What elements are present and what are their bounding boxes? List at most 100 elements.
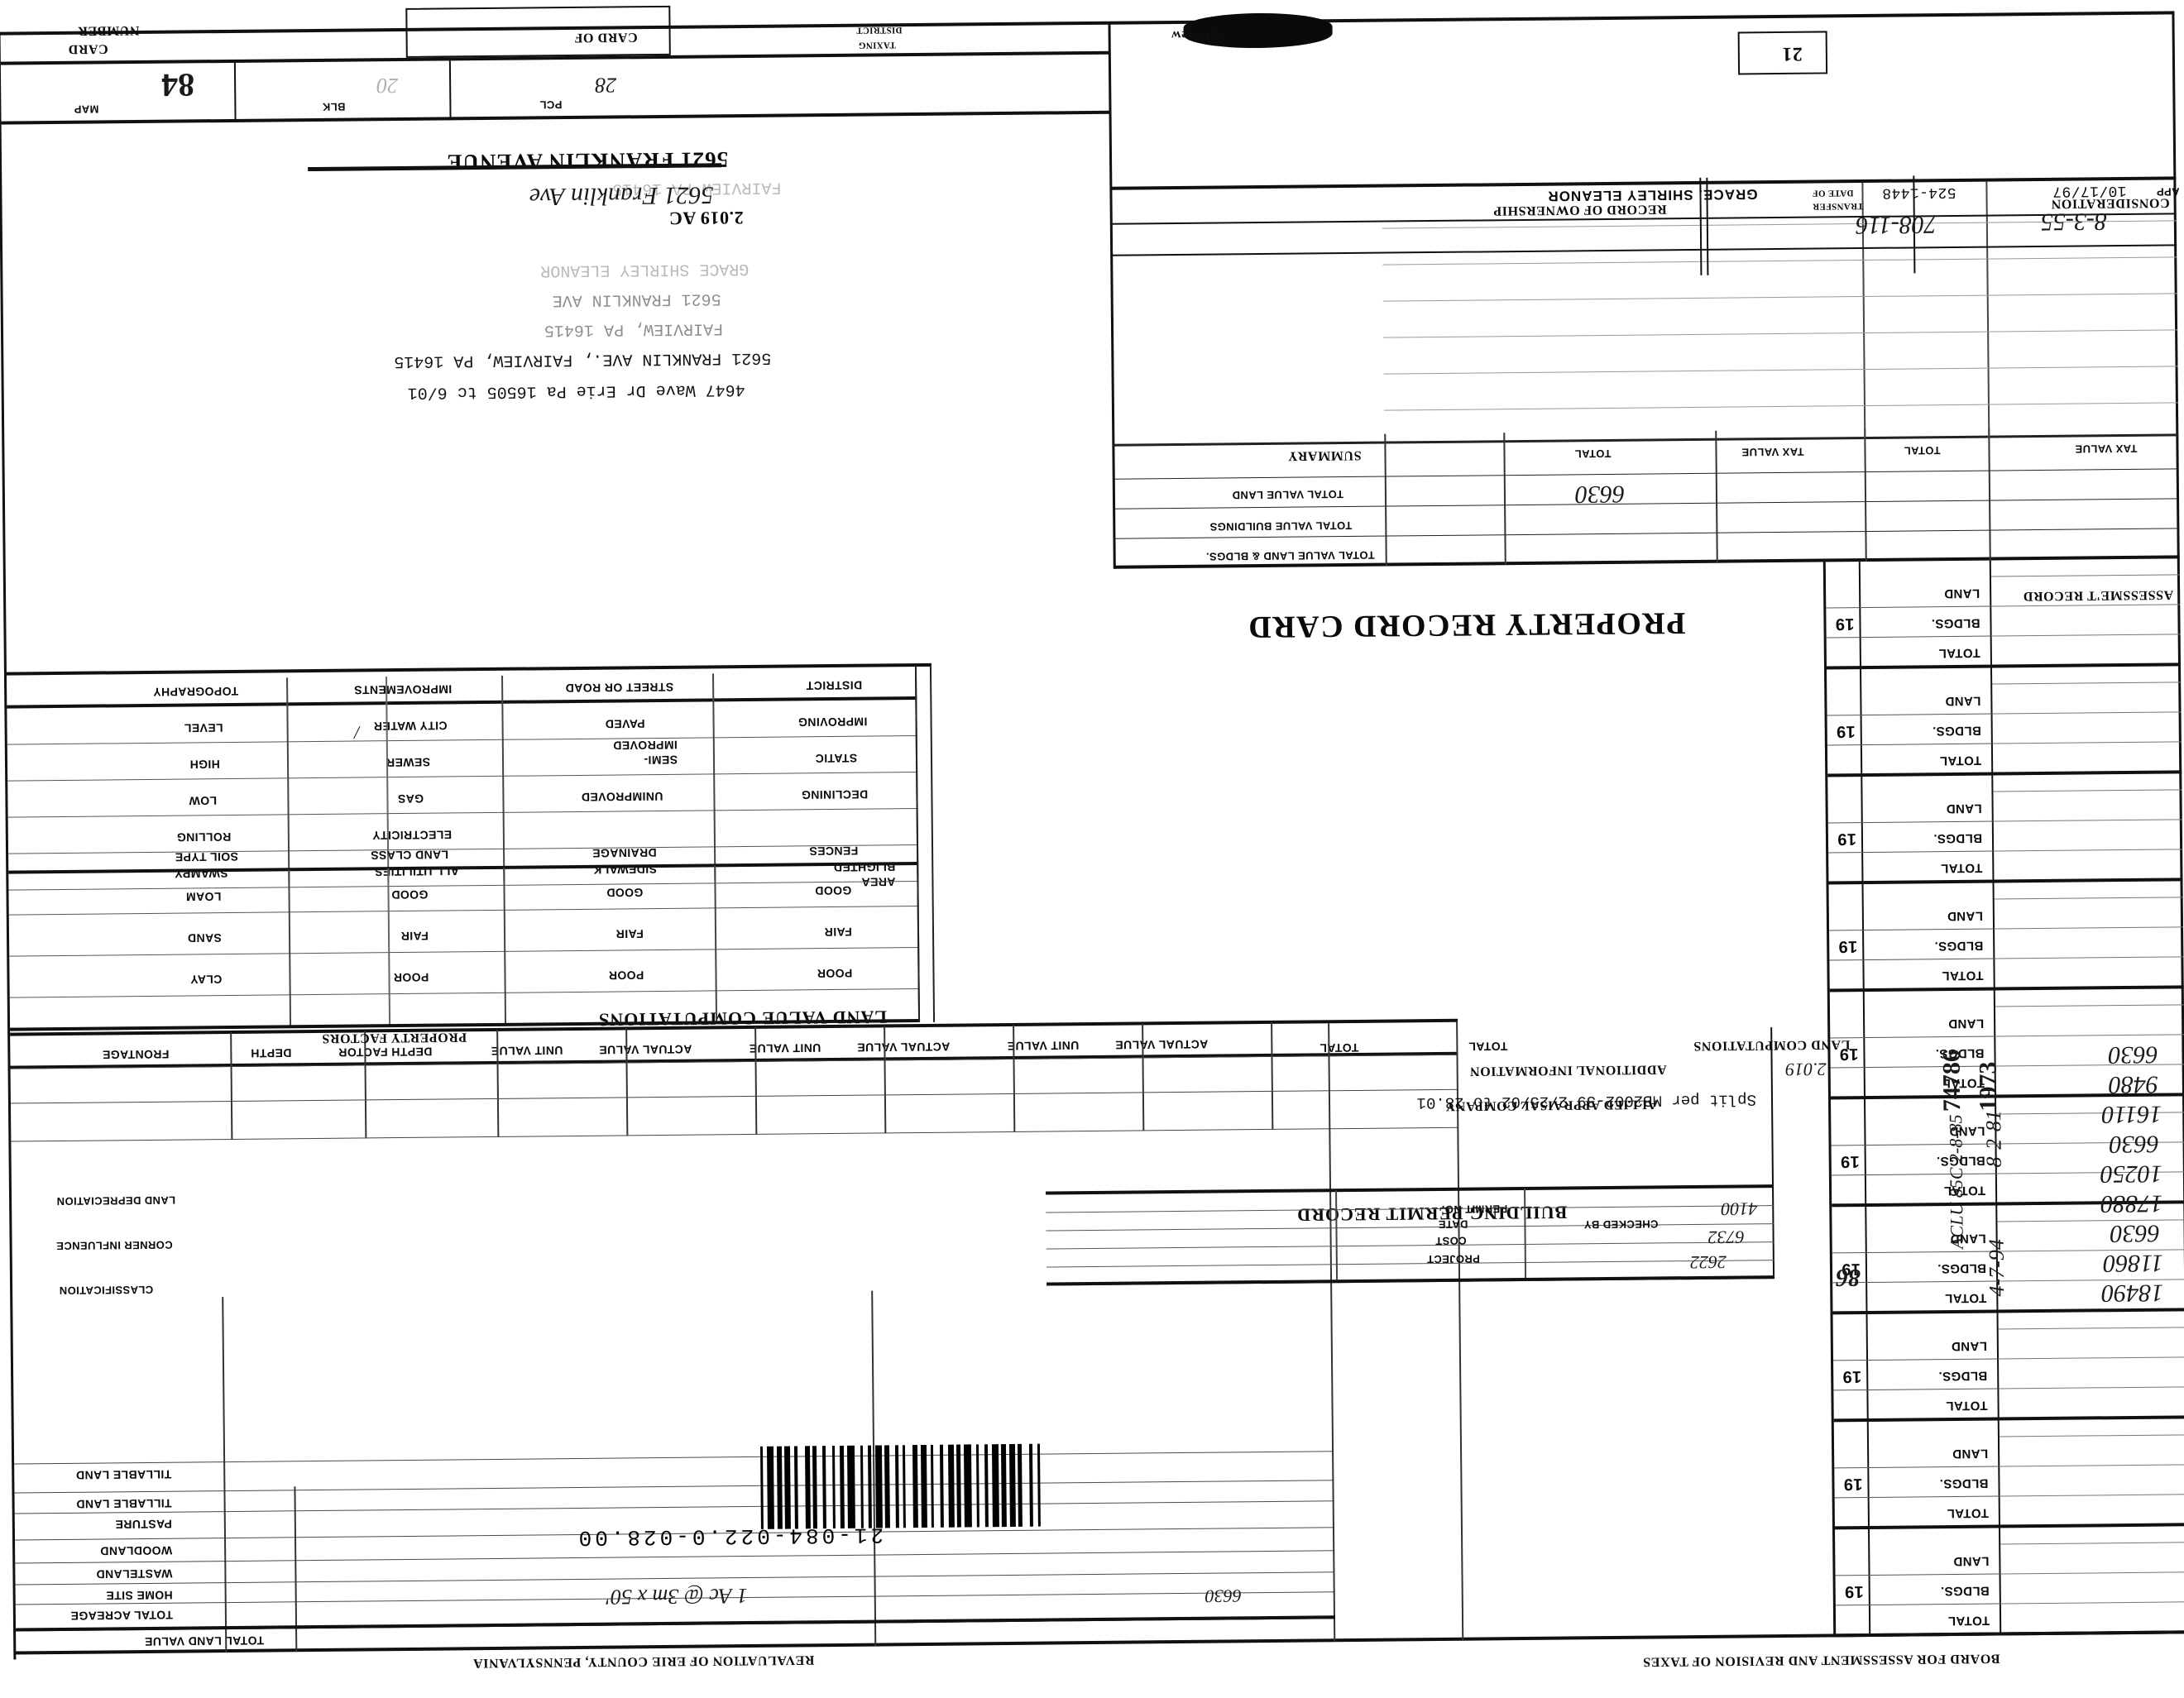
assessment-row-line <box>1830 1036 1995 1039</box>
pf-check-level: / <box>354 721 359 743</box>
pf-cell2-0-2: GOOD <box>606 886 644 899</box>
summary-blank-row-3 <box>1383 293 2177 301</box>
lvc-right-extend-5 <box>227 1571 1335 1583</box>
bpr-left-line <box>1770 1027 1774 1275</box>
property-factors-title: PROPERTY FACTORS <box>322 1029 467 1045</box>
lvc-right-line-3 <box>15 1538 226 1540</box>
lvc-label-corner-influence: CORNER INFLUENCE <box>56 1239 173 1252</box>
bpr-label-cost: COST <box>1435 1235 1467 1247</box>
lvc-header-7: UNIT VALUE <box>1007 1039 1079 1053</box>
appraisal-company: ALLIED APPRAISAL COMPANY <box>1445 1096 1657 1112</box>
assessment-row-label: TOTAL <box>1947 1506 1989 1520</box>
assessment-value-line <box>1995 1034 2184 1036</box>
lvc-header-4: ACTUAL VALUE <box>599 1043 692 1057</box>
lvc-total-land-line <box>16 1615 1335 1631</box>
assessment-value-line <box>2000 1464 2184 1466</box>
bpr-value-date: 6732 <box>1707 1226 1744 1247</box>
summary-blank-row-0 <box>1384 402 2178 410</box>
property-handwritten-address: 5621 Franklin Ave <box>529 180 714 210</box>
assessment-row-line <box>1828 851 1994 854</box>
assessment-value-line <box>1994 849 2182 851</box>
assessment-row-label: BLDGS. <box>1933 724 1981 739</box>
pf-block1-header-line <box>7 696 917 709</box>
lvc-right-line-1 <box>14 1490 225 1493</box>
pf-header2-1: LAND CLASS <box>371 848 448 862</box>
assessment-value-land-7: 6630 <box>2109 1130 2158 1159</box>
lvc-header-3: UNIT VALUE <box>491 1044 563 1058</box>
lvc-right-label-5: HOME SITE <box>106 1589 173 1603</box>
pcl-value: 28 <box>595 72 616 97</box>
pf-cell1-1-2b: IMPROVED <box>613 739 678 753</box>
assessment-row-label: TOTAL <box>1942 969 1984 983</box>
agency-header-left: BOARD FOR ASSESSMENT AND REVISION OF TAX… <box>1643 1651 2000 1669</box>
lvc-right-label-0: TILLABLE LAND <box>76 1468 172 1482</box>
blk-value: 20 <box>376 73 398 98</box>
mapblk-div-1 <box>234 63 237 122</box>
bpr-bottom-line <box>1046 1275 1774 1285</box>
assessment-note-5: 74786 <box>1937 1050 1966 1112</box>
pf-col1-line-0 <box>286 677 290 884</box>
lvc-right-label-7: TOTAL LAND VALUE <box>145 1634 265 1648</box>
lvc-col-line-0 <box>230 1032 232 1140</box>
pf-header2-2: DRAINAGE <box>592 846 657 860</box>
summary-tax-col-line-1 <box>1985 182 1990 438</box>
assessment-value-line <box>1999 1327 2184 1329</box>
assessment-value-total-8: 16110 <box>2101 1100 2162 1129</box>
lvc-mid-vline-3 <box>1456 1022 1463 1641</box>
ownership-row-0-deed: 524-1448 <box>1882 184 1956 201</box>
pf-header1-0: TOPOGRAPHY <box>153 685 238 699</box>
assessment-year-86: 86 <box>1836 1263 1861 1291</box>
assessment-block-divider <box>1827 770 2182 777</box>
lvc-row-line-0 <box>11 1127 1458 1142</box>
assessment-value-line <box>1999 1386 2184 1389</box>
lvc-right-label-4: WASTELAND <box>96 1567 172 1581</box>
lvc-label-land-depreciation: LAND DEPRECIATION <box>56 1194 175 1208</box>
summary-col-tax-value: TAX VALUE <box>1741 446 1803 459</box>
lvc-right-line-6 <box>16 1602 227 1605</box>
pf-col2-line-extra <box>387 868 390 1026</box>
assessment-row-label: TOTAL <box>1941 861 1983 875</box>
bpr-row-line-1 <box>1046 1223 1774 1231</box>
owner-faded-line-3: FAIRVIEW, PA 16415 <box>544 318 723 339</box>
assessment-year-prefix: 19 <box>1841 1151 1860 1170</box>
lvc-header-10: TOTAL <box>1468 1040 1508 1053</box>
summary-col-line-4 <box>1988 428 1991 561</box>
pf-row1-line-2 <box>8 808 918 818</box>
assessment-row-label: BLDGS. <box>1941 1584 1990 1599</box>
bpr-value-project: 2622 <box>1690 1251 1727 1273</box>
assessment-row-line <box>1832 1144 1997 1146</box>
assessment-value-line <box>2000 1434 2184 1437</box>
assessment-year-prefix: 19 <box>1837 829 1856 848</box>
taxing-district-label-2: DISTRICT <box>856 25 903 36</box>
pf-cell1-0-0: LEVEL <box>184 721 223 734</box>
assessment-row-line <box>1826 606 1991 609</box>
pf-row1-line-0 <box>7 735 917 745</box>
pf-header2-3: FENCES <box>809 844 858 859</box>
pf-block2-header-line <box>8 862 918 874</box>
assessment-value-line <box>1995 1004 2184 1007</box>
pf-cell1-1-3: STATIC <box>815 752 857 765</box>
bpr-label-project: PROJECT <box>1427 1253 1480 1266</box>
assessment-value-line <box>1995 926 2183 929</box>
pf-row2-line-0 <box>9 906 919 916</box>
lvc-col-line-8 <box>1271 1022 1273 1130</box>
assessment-row-label: LAND <box>1953 1554 1989 1568</box>
assessment-row-line <box>1827 636 1992 639</box>
assessment-value-line <box>2000 1542 2184 1544</box>
assessment-value-line <box>2000 1494 2184 1496</box>
assessment-row-label: TOTAL <box>1945 1291 1987 1305</box>
lvc-right-line-0 <box>14 1461 225 1464</box>
land-value-computations-title: LAND VALUE COMPUTATIONS <box>598 1006 887 1030</box>
pf-col2-line-0 <box>288 869 291 1026</box>
pf-cell2-0-0: LOAM <box>185 890 221 903</box>
page-title: PROPERTY RECORD CARD <box>1248 605 1686 645</box>
assessment-row-line <box>1827 744 1993 746</box>
assessment-value-line <box>1993 789 2182 792</box>
pf-header1-2: STREET OR ROAD <box>565 681 673 695</box>
lvc-row-line-1 <box>11 1089 1458 1104</box>
pf-cell1-1-0: HIGH <box>189 758 220 771</box>
property-address-line: 5621 FRANKLIN AVENUE <box>446 146 728 175</box>
assessment-value-line <box>1992 682 2181 684</box>
bpr-label-permit-no: PERMIT NO. <box>1441 1203 1507 1216</box>
assessment-record-right-border <box>1823 562 1836 1637</box>
